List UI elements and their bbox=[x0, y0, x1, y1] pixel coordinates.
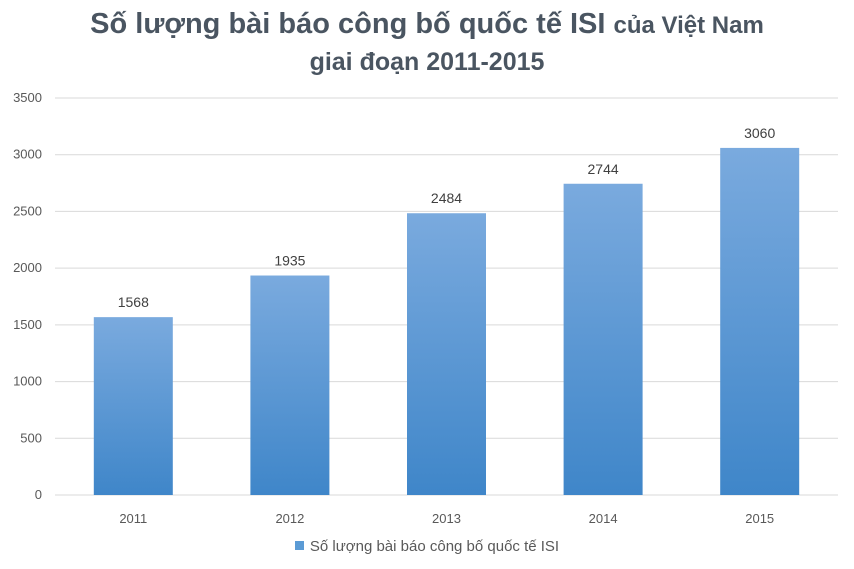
x-tick-label: 2012 bbox=[275, 511, 304, 526]
bar-2011 bbox=[93, 317, 173, 495]
chart-title: Số lượng bài báo công bố quốc tế ISI của… bbox=[0, 8, 854, 41]
y-tick-label: 3500 bbox=[13, 90, 42, 105]
x-tick-label: 2013 bbox=[432, 511, 461, 526]
bar-2014 bbox=[563, 183, 643, 495]
bar-2013 bbox=[407, 213, 486, 496]
data-labels: 1568 1935 2484 2744 3060 bbox=[118, 125, 776, 310]
chart-title-main: Số lượng bài báo công bố quốc tế ISI bbox=[90, 8, 606, 40]
y-tick-label: 1000 bbox=[13, 374, 42, 389]
x-tick-label: 2011 bbox=[119, 511, 147, 526]
chart-title-tail: của Việt Nam bbox=[613, 12, 764, 39]
chart-subtitle: giai đoạn 2011-2015 bbox=[309, 48, 545, 76]
data-label-2015: 3060 bbox=[744, 125, 775, 141]
y-tick-label: 3000 bbox=[13, 147, 42, 162]
x-tick-label: 2014 bbox=[589, 511, 618, 526]
y-tick-label: 2000 bbox=[13, 260, 42, 275]
y-tick-label: 2500 bbox=[13, 203, 42, 218]
y-tick-label: 1500 bbox=[13, 317, 42, 332]
bar-2015 bbox=[720, 147, 800, 495]
bar-2012 bbox=[250, 275, 330, 495]
legend-label: Số lượng bài báo công bố quốc tế ISI bbox=[309, 538, 560, 555]
data-label-2013: 2484 bbox=[431, 190, 462, 206]
y-tick-label: 0 bbox=[35, 487, 42, 502]
data-label-2012: 1935 bbox=[274, 253, 305, 269]
data-label-2011: 1568 bbox=[118, 294, 149, 310]
y-tick-label: 500 bbox=[20, 430, 42, 445]
x-tick-label: 2015 bbox=[745, 511, 774, 526]
bars bbox=[93, 147, 800, 496]
y-axis-ticks: 0 500 1000 1500 2000 2500 3000 3500 bbox=[13, 90, 42, 502]
legend: Số lượng bài báo công bố quốc tế ISI bbox=[0, 538, 854, 555]
x-axis-ticks: 2011 2012 2013 2014 2015 bbox=[119, 511, 774, 526]
data-label-2014: 2744 bbox=[588, 161, 619, 177]
legend-swatch bbox=[294, 541, 304, 550]
